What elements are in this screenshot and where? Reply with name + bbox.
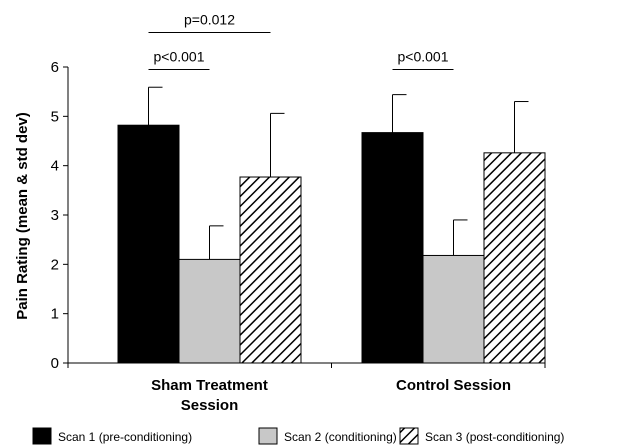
- category-labels: Sham Treatment Session Control Session: [151, 377, 511, 414]
- legend-swatch: [258, 427, 278, 445]
- bars: [117, 124, 546, 364]
- category-label: Sham Treatment: [151, 377, 268, 394]
- legend-swatch: [32, 427, 52, 445]
- significance-label: p=0.012: [184, 11, 235, 27]
- significance-label: p<0.001: [154, 48, 205, 64]
- significance-label: p<0.001: [398, 48, 449, 64]
- legend-swatch: [399, 427, 419, 445]
- y-tick-label: 3: [51, 207, 59, 224]
- bar: [117, 124, 180, 364]
- significance-annotations: p=0.012 p<0.001 p<0.001: [148, 11, 454, 70]
- error-bars: [148, 86, 529, 260]
- y-tick-label: 5: [51, 108, 59, 125]
- bar: [178, 258, 241, 364]
- category-label: Control Session: [396, 377, 511, 394]
- y-tick-label: 0: [51, 355, 59, 372]
- bar: [483, 152, 546, 364]
- bar: [422, 254, 485, 364]
- bar: [361, 132, 424, 364]
- legend-label: Scan 3 (post-conditioning): [425, 430, 564, 444]
- bar: [239, 176, 302, 364]
- category-label: Session: [181, 397, 239, 414]
- y-tick-label: 4: [51, 158, 59, 175]
- legend-label: Scan 2 (conditioning): [284, 430, 397, 444]
- legend-label: Scan 1 (pre-conditioning): [58, 430, 192, 444]
- y-tick-label: 6: [51, 59, 59, 76]
- y-tick-label: 1: [51, 306, 59, 323]
- y-axis-label: Pain Rating (mean & std dev): [14, 112, 31, 320]
- legend: Scan 1 (pre-conditioning) Scan 2 (conditi…: [32, 427, 564, 445]
- y-tick-label: 2: [51, 256, 59, 273]
